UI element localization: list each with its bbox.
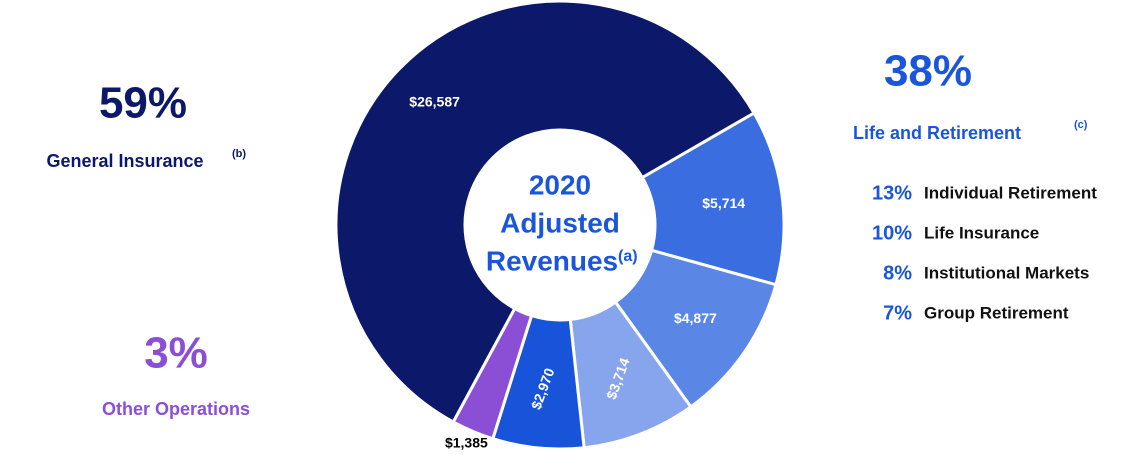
donut-segment bbox=[613, 248, 778, 409]
life-percent: 38% bbox=[884, 47, 972, 96]
other-percent: 3% bbox=[144, 329, 208, 378]
donut-segment bbox=[334, 0, 757, 424]
general-note: (b) bbox=[232, 148, 246, 160]
value-label: $5,714 bbox=[702, 195, 745, 211]
life-note: (c) bbox=[1074, 119, 1088, 131]
life-item-label: Institutional Markets bbox=[924, 263, 1089, 282]
center-title: Adjusted bbox=[500, 207, 620, 238]
life-item-label: Individual Retirement bbox=[924, 183, 1097, 202]
center-title-note: (a) bbox=[618, 248, 638, 265]
life-label: Life and Retirement bbox=[853, 123, 1021, 143]
life-item-label: Group Retirement bbox=[924, 303, 1069, 322]
life-item-percent: 7% bbox=[883, 302, 912, 324]
life-item-percent: 13% bbox=[872, 182, 912, 204]
general-percent: 59% bbox=[99, 79, 187, 128]
general-label: General Insurance bbox=[46, 151, 203, 171]
donut-hole bbox=[467, 132, 653, 318]
center-title: Revenues bbox=[486, 245, 618, 276]
value-label: $4,877 bbox=[674, 310, 717, 326]
donut-segment bbox=[640, 110, 786, 287]
life-item-percent: 10% bbox=[872, 222, 912, 244]
life-item-percent: 8% bbox=[883, 262, 912, 284]
other-label: Other Operations bbox=[102, 399, 250, 419]
value-label: $26,587 bbox=[409, 94, 460, 110]
value-label: $1,385 bbox=[445, 435, 488, 451]
center-title: 2020 bbox=[529, 169, 591, 200]
life-item-label: Life Insurance bbox=[924, 223, 1039, 242]
